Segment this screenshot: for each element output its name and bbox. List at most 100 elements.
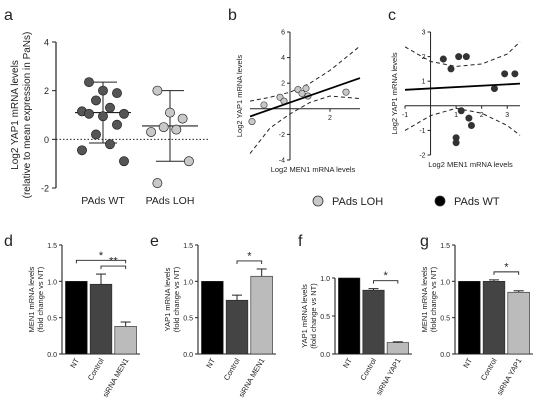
f-significance-bracket: [373, 280, 399, 284]
g-category-label: siRNA YAP1: [495, 357, 524, 397]
panel-b: 2 -4 -2 2 4 6 Log2 YAP1 mRNA levels Log2 MEN1 m…: [235, 30, 361, 174]
legend-label-wt: PAds WT: [454, 196, 500, 208]
c-y-tick-label: 3: [422, 30, 426, 37]
a-category-label: PAds WT: [81, 195, 125, 207]
b-ci-lower: [249, 95, 361, 154]
panel-letter-e: e: [150, 233, 159, 250]
g-y-tick-label: 1.0: [440, 279, 450, 286]
a-category-label: PAds LOH: [146, 195, 195, 207]
e-bar: [225, 299, 249, 355]
e-significance-bracket: [236, 260, 263, 264]
e-bar: [250, 275, 273, 355]
c-regression-line: [404, 82, 521, 91]
d-bar: [114, 326, 137, 355]
g-y-tick-label: 1.5: [440, 243, 450, 250]
e-y-axis-label-2: (fold change vs NT): [172, 266, 181, 332]
c-point: [447, 65, 455, 73]
b-x-tick-label: 2: [328, 115, 332, 122]
d-y-tick-label: 0.0: [47, 352, 57, 359]
c-point: [501, 70, 509, 78]
c-point: [462, 53, 470, 61]
d-y-tick-label: 1.5: [47, 243, 57, 250]
g-bar: [482, 281, 506, 355]
f-category-label: siRNA YAP1: [374, 357, 403, 397]
f-y-tick-label: 0.0: [320, 352, 330, 359]
e-y-axis-label: YAP1 mRNA levels: [163, 267, 172, 331]
d-y-tick-label: 1.0: [47, 279, 57, 286]
b-y-tick-label: -2: [279, 132, 285, 139]
a-point: [84, 108, 94, 119]
e-y-tick-label: 1.5: [183, 243, 193, 250]
f-bar: [362, 289, 385, 355]
f-category-label: Control: [358, 356, 378, 382]
d-y-axis-label-2: (fold change vs NT): [36, 266, 45, 332]
d-significance-bracket: [75, 259, 127, 264]
f-bar: [386, 342, 409, 355]
d-category-label: siRNA MEN1: [101, 357, 131, 399]
d-category-label: NT: [68, 356, 81, 370]
e-significance-label: *: [247, 250, 252, 262]
c-point: [490, 85, 498, 93]
a-y-tick-label: 4: [44, 38, 49, 48]
a-point: [152, 178, 163, 189]
g-y-axis-label: MEN1 mRNA levels: [420, 266, 429, 332]
e-bar: [201, 281, 224, 355]
a-point: [77, 145, 87, 156]
a-y-axis-label: Log2 YAP1 mRNA levels: [10, 60, 21, 170]
g-significance-bracket: [493, 271, 520, 275]
f-y-axis-label-2: (fold change vs NT): [309, 283, 318, 349]
f-y-axis-label: YAP1 mRNA levels: [300, 284, 309, 348]
c-point: [467, 121, 475, 129]
c-y-tick-label: 1: [422, 79, 426, 86]
d-significance-label: **: [109, 256, 118, 268]
b-y-tick-label: 6: [281, 30, 285, 37]
g-category-label: Control: [479, 356, 499, 382]
a-y-axis-label-2: (relative to mean expression in PaNs): [22, 32, 33, 199]
a-y-tick-label: 2: [44, 86, 49, 96]
e-category-label: NT: [204, 356, 217, 370]
c-x-tick-label: 3: [505, 112, 509, 119]
a-point: [98, 111, 108, 122]
a-point: [177, 113, 188, 124]
b-point: [248, 118, 256, 126]
a-point: [152, 85, 163, 96]
b-y-tick-label: 2: [281, 81, 285, 88]
a-point: [183, 156, 194, 167]
a-point: [105, 139, 115, 150]
c-point: [457, 107, 465, 115]
c-y-axis-label: Log2 YAP1 mRNA levels: [390, 52, 399, 135]
b-point: [298, 89, 306, 97]
a-point: [165, 107, 175, 118]
a-point: [105, 102, 115, 113]
g-y-tick-label: 0.5: [440, 316, 450, 323]
legend-marker-wt: [434, 195, 446, 207]
e-y-tick-label: 0.0: [183, 352, 193, 359]
c-point: [455, 53, 463, 61]
b-y-axis-label: Log2 YAP1 mRNA levels: [235, 55, 244, 138]
panel-letter-d: d: [4, 233, 13, 250]
c-point: [511, 70, 519, 78]
c-ci-upper: [404, 41, 521, 67]
b-point: [302, 84, 310, 92]
d-category-label: Control: [86, 356, 106, 382]
e-y-tick-label: 0.5: [183, 316, 193, 323]
a-point: [146, 127, 157, 137]
d-y-axis-label: MEN1 mRNA levels: [27, 266, 36, 332]
b-point: [260, 101, 268, 109]
g-y-tick-label: 0.0: [440, 352, 450, 359]
e-category-label: siRNA MEN1: [237, 357, 267, 399]
a-y-tick-label: -2: [41, 184, 49, 194]
a-point: [91, 95, 101, 106]
c-x-tick-label: 2: [480, 112, 484, 119]
b-point: [342, 88, 350, 96]
d-significance-bracket: [100, 265, 127, 270]
d-significance-label: *: [99, 250, 104, 262]
g-bar: [507, 291, 530, 355]
f-significance-label: *: [384, 270, 389, 282]
c-x-tick-label: 1: [454, 112, 458, 119]
a-point: [84, 77, 94, 88]
b-y-tick-label: -4: [279, 158, 285, 165]
c-y-tick-label: -1: [419, 128, 425, 135]
